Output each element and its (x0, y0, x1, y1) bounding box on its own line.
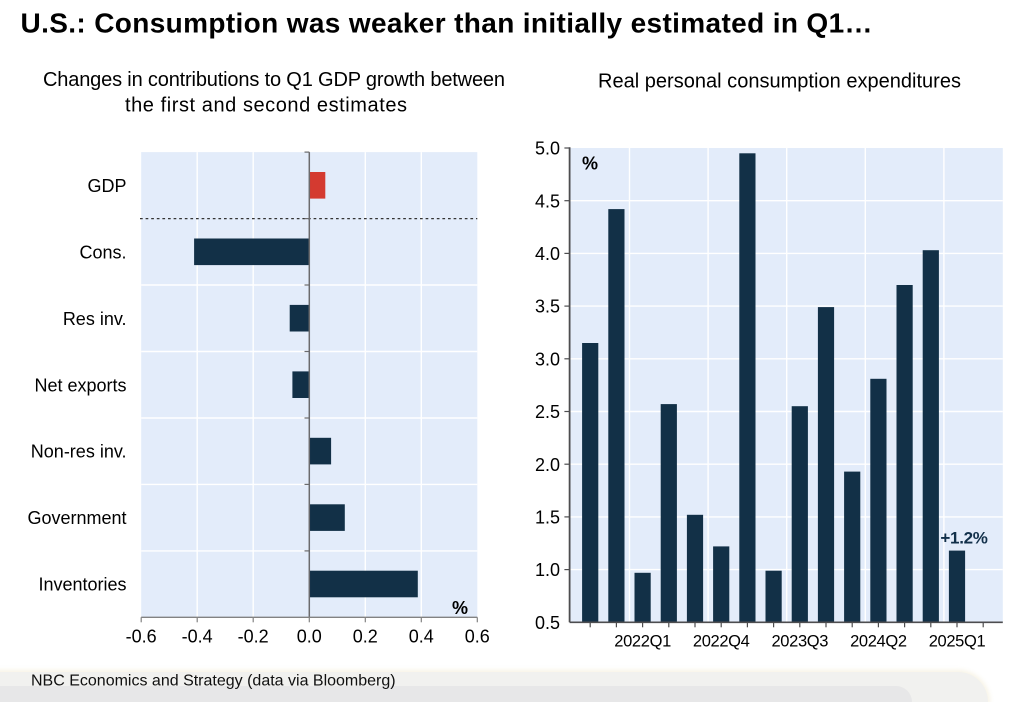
svg-text:0.4: 0.4 (409, 627, 434, 647)
svg-text:the first and second estimates: the first and second estimates (125, 95, 407, 117)
svg-text:2023Q3: 2023Q3 (771, 632, 828, 650)
svg-text:NBC Economics and Strategy (da: NBC Economics and Strategy (data via Blo… (31, 673, 396, 690)
svg-text:GDP: GDP (87, 176, 126, 196)
svg-text:-0.6: -0.6 (126, 627, 157, 647)
svg-text:0.0: 0.0 (297, 627, 322, 647)
svg-text:+1.2%: +1.2% (940, 529, 987, 548)
svg-text:Real personal consumption expe: Real personal consumption expenditures (598, 71, 961, 93)
svg-text:Cons.: Cons. (79, 242, 126, 262)
svg-text:-0.2: -0.2 (238, 627, 269, 647)
svg-text:-0.4: -0.4 (182, 627, 213, 647)
svg-text:Inventories: Inventories (38, 575, 126, 595)
svg-text:2022Q1: 2022Q1 (614, 632, 671, 650)
svg-text:1.0: 1.0 (535, 560, 560, 580)
svg-text:Non-res inv.: Non-res inv. (31, 442, 127, 462)
svg-text:4.0: 4.0 (535, 244, 560, 264)
svg-text:%: % (452, 598, 468, 618)
svg-text:2025Q1: 2025Q1 (929, 632, 986, 650)
svg-text:2.0: 2.0 (535, 455, 560, 475)
svg-text:1.5: 1.5 (535, 508, 560, 528)
svg-text:0.2: 0.2 (353, 627, 378, 647)
svg-text:2022Q4: 2022Q4 (693, 632, 750, 650)
svg-text:5.0: 5.0 (535, 139, 560, 159)
svg-text:Net exports: Net exports (34, 375, 126, 395)
svg-text:0.5: 0.5 (535, 613, 560, 633)
svg-text:2.5: 2.5 (535, 402, 560, 422)
svg-text:Res inv.: Res inv. (63, 309, 127, 329)
svg-text:U.S.: Consumption was weaker t: U.S.: Consumption was weaker than initia… (21, 8, 873, 39)
svg-text:0.6: 0.6 (465, 627, 490, 647)
svg-text:4.5: 4.5 (535, 191, 560, 211)
svg-text:Government: Government (27, 508, 126, 528)
svg-text:2024Q2: 2024Q2 (850, 632, 907, 650)
svg-text:3.5: 3.5 (535, 297, 560, 317)
svg-text:3.0: 3.0 (535, 349, 560, 369)
svg-text:%: % (582, 153, 598, 173)
svg-text:Changes in contributions to Q1: Changes in contributions to Q1 GDP growt… (43, 69, 505, 91)
